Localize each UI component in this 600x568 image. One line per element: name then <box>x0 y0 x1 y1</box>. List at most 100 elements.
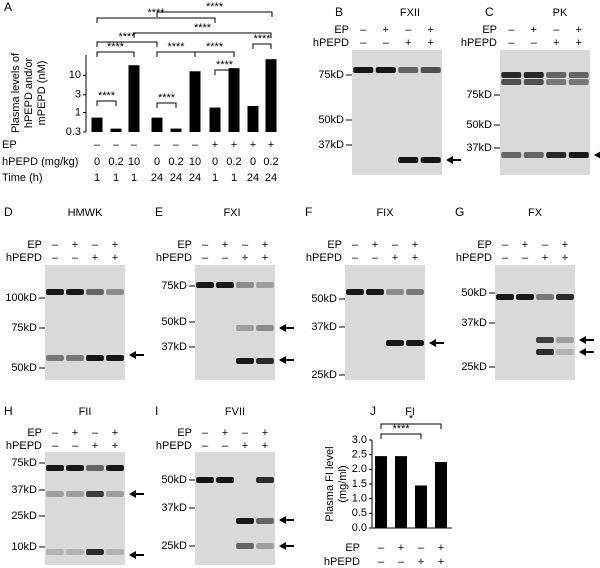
row-value: + <box>562 239 568 251</box>
band <box>556 349 574 355</box>
bar <box>247 105 259 132</box>
chart-title: FI <box>405 406 415 418</box>
band <box>46 289 64 295</box>
row-value: + <box>242 440 248 452</box>
y-tick-label: 0.3 <box>66 126 81 138</box>
row-value: + <box>438 542 444 554</box>
band <box>568 152 589 158</box>
row-label: EP <box>345 542 360 554</box>
y-tick-label: 0.0 <box>352 522 367 534</box>
row-value: 10 <box>128 156 140 168</box>
arrow <box>446 156 461 164</box>
row-value: – <box>352 252 359 264</box>
arrow <box>579 348 594 356</box>
row-label: Time (h) <box>2 172 43 184</box>
band <box>46 465 64 471</box>
significance-label: **** <box>216 59 234 71</box>
arrow <box>279 324 294 332</box>
arrow <box>279 356 294 364</box>
row-value: – <box>242 239 249 251</box>
band <box>236 282 254 288</box>
band <box>216 282 234 288</box>
row-value: 1 <box>94 172 100 184</box>
row-value: + <box>231 139 237 151</box>
row-label: hPEPD <box>156 252 192 264</box>
row-value: – <box>192 139 199 151</box>
row-value: 1 <box>113 172 119 184</box>
row-value: – <box>372 252 379 264</box>
row-value: – <box>405 24 412 36</box>
band <box>353 67 374 73</box>
row-value: 0.2 <box>263 156 278 168</box>
row-value: 1 <box>231 172 237 184</box>
significance-label: **** <box>147 7 165 19</box>
band <box>568 79 589 85</box>
bar <box>415 485 427 528</box>
marker-label: 75kD <box>11 457 37 469</box>
arrow <box>129 490 144 498</box>
row-value: – <box>72 440 79 452</box>
significance-label: * <box>409 413 414 425</box>
band <box>216 477 234 483</box>
row-label: EP <box>27 239 42 251</box>
band <box>420 67 441 73</box>
band <box>66 549 84 555</box>
blot-membrane <box>345 265 425 380</box>
row-value: – <box>52 239 59 251</box>
blot-title: FVII <box>225 406 245 418</box>
row-value: 0.2 <box>168 156 183 168</box>
row-value: + <box>412 252 418 264</box>
marker-label: 37kD <box>311 321 337 333</box>
band <box>46 355 64 361</box>
significance-bracket <box>96 17 216 23</box>
band <box>386 289 404 295</box>
significance-bracket <box>96 51 135 57</box>
band <box>501 72 522 78</box>
band <box>46 491 64 497</box>
marker-label: 37kD <box>461 317 487 329</box>
row-value: – <box>352 239 359 251</box>
row-value: 0 <box>212 156 218 168</box>
significance-label: **** <box>158 92 176 104</box>
band <box>501 79 522 85</box>
row-value: + <box>428 24 434 36</box>
band <box>546 79 567 85</box>
row-value: + <box>576 37 582 49</box>
band <box>523 152 544 158</box>
row-value: 0 <box>94 156 100 168</box>
bar <box>91 117 103 132</box>
band <box>406 289 424 295</box>
y-axis-label: hPEPD and/or <box>23 58 35 129</box>
y-tick-label: 3 <box>75 89 81 101</box>
bar <box>265 59 277 132</box>
row-value: – <box>360 37 367 49</box>
row-value: + <box>428 37 434 49</box>
bar <box>151 117 163 132</box>
band <box>568 72 589 78</box>
panel-letter: C <box>485 5 494 19</box>
row-value: – <box>360 24 367 36</box>
row-label: hPEPD <box>456 252 492 264</box>
bar <box>128 65 140 132</box>
row-value: 1 <box>212 172 218 184</box>
band <box>66 289 84 295</box>
band <box>516 294 534 300</box>
band <box>523 79 544 85</box>
significance-label: **** <box>167 41 185 53</box>
band <box>256 325 274 331</box>
band <box>346 289 364 295</box>
panel-letter: A <box>4 0 12 14</box>
row-value: + <box>262 252 268 264</box>
y-tick-label: 1.0 <box>352 493 367 505</box>
row-label: hPEPD <box>324 556 360 568</box>
arrow <box>594 151 600 159</box>
row-value: – <box>202 440 209 452</box>
y-tick-label: 2.0 <box>352 463 367 475</box>
band <box>496 294 514 300</box>
bar <box>395 456 407 528</box>
significance-label: **** <box>392 423 410 435</box>
marker-label: 37kD <box>466 142 492 154</box>
row-value: + <box>398 542 404 554</box>
band <box>556 294 574 300</box>
row-label: EP <box>27 427 42 439</box>
